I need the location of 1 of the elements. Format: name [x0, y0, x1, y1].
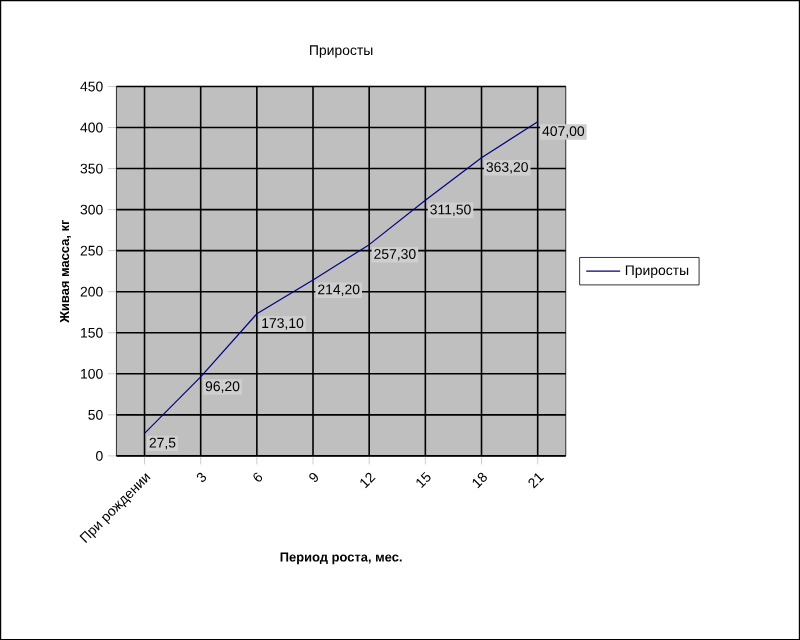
line-series [143, 121, 539, 434]
